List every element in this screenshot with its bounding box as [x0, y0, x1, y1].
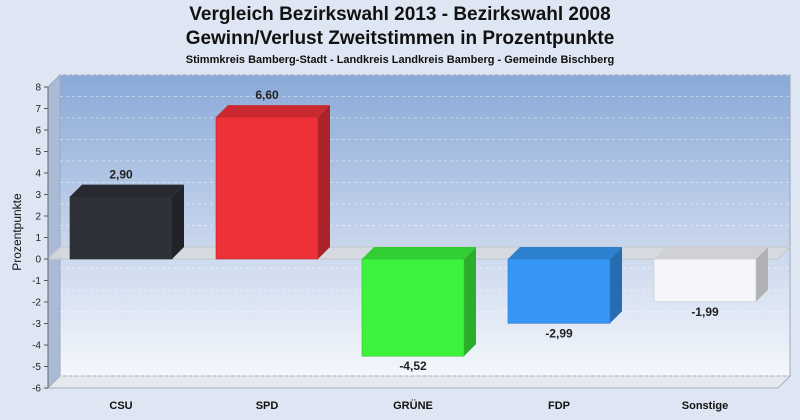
- value-label: 2,90: [109, 168, 133, 182]
- bar-grüne: [361, 247, 476, 357]
- y-tick-label: 5: [35, 147, 41, 158]
- x-tick-label: FDP: [548, 400, 570, 412]
- x-tick-label: SPD: [256, 400, 279, 412]
- bar-front: [215, 116, 319, 260]
- y-tick-label: 3: [35, 190, 41, 201]
- y-tick-label: 4: [35, 169, 41, 180]
- bar-side: [318, 105, 330, 259]
- y-tick-label: -5: [32, 362, 41, 373]
- bar-front: [69, 196, 173, 260]
- y-tick-label: 6: [35, 126, 41, 137]
- bar-front: [653, 258, 757, 303]
- plot-side-wall: [47, 73, 61, 390]
- y-tick-label: -1: [32, 276, 41, 287]
- bar-side: [756, 247, 768, 302]
- chart-caption: Stimmkreis Bamberg-Stadt - Landkreis Lan…: [185, 54, 615, 66]
- chart-title: Vergleich Bezirkswahl 2013 - Bezirkswahl…: [189, 4, 611, 25]
- bar-top: [508, 247, 622, 259]
- y-tick-label: -6: [32, 384, 41, 395]
- y-tick-label: 0: [35, 255, 41, 266]
- x-tick-label: CSU: [109, 400, 132, 412]
- value-label: 6,60: [255, 88, 279, 102]
- bar-fdp: [507, 247, 622, 324]
- value-label: -1,99: [691, 305, 719, 319]
- bar-side: [610, 247, 622, 324]
- y-tick-label: -2: [32, 298, 41, 309]
- bar-front: [361, 258, 465, 357]
- y-tick-label: -3: [32, 319, 41, 330]
- bar-side: [464, 247, 476, 357]
- y-tick-label: 8: [35, 83, 41, 94]
- value-label: -4,52: [399, 359, 427, 373]
- y-tick-label: -4: [32, 341, 41, 352]
- bar-top: [70, 184, 184, 197]
- bar-front: [507, 258, 611, 324]
- bar-top: [216, 105, 330, 118]
- bar-top: [362, 247, 476, 259]
- bar-top: [654, 247, 768, 259]
- x-tick-label: Sonstige: [682, 400, 728, 412]
- chart-subtitle: Gewinn/Verlust Zweitstimmen in Prozentpu…: [185, 28, 615, 49]
- bar-sonstige: [653, 247, 768, 303]
- x-tick-label: GRÜNE: [393, 399, 433, 412]
- value-label: -2,99: [545, 326, 573, 340]
- bar-side: [172, 184, 184, 259]
- y-tick-label: 7: [35, 104, 41, 115]
- bar-spd: [215, 105, 330, 260]
- bar-csu: [69, 184, 184, 260]
- y-tick-label: 2: [35, 212, 41, 223]
- y-tick-label: 1: [35, 233, 41, 244]
- plot-floor: [46, 375, 792, 389]
